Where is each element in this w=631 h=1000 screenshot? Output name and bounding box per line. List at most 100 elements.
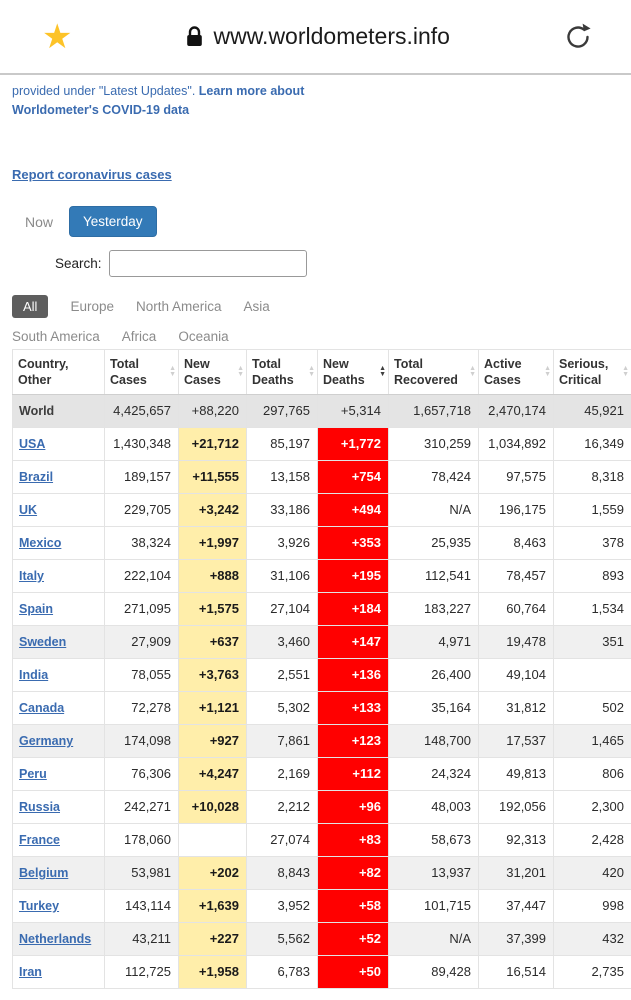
country-link[interactable]: France: [19, 833, 60, 847]
serious-critical-cell: 1,465: [553, 724, 631, 758]
column-header-total-cases[interactable]: Total Cases ▲ ▼: [104, 349, 179, 395]
column-header-serious-critical[interactable]: Serious, Critical ▲ ▼: [553, 349, 631, 395]
active-cases-cell: 1,034,892: [478, 427, 554, 461]
total-recovered-cell: 13,937: [388, 856, 479, 890]
country-link[interactable]: Brazil: [19, 470, 54, 484]
column-header-active-cases[interactable]: Active Cases ▲ ▼: [478, 349, 554, 395]
region-tab-all[interactable]: All: [12, 295, 49, 318]
country-link[interactable]: Russia: [19, 800, 60, 814]
country-link[interactable]: Peru: [19, 767, 47, 781]
new-deaths-cell: +1,772: [317, 427, 389, 461]
country-link[interactable]: Mexico: [19, 536, 62, 550]
new-cases-cell: +202: [178, 856, 247, 890]
total-recovered-cell: 183,227: [388, 592, 479, 626]
total-recovered-cell: 101,715: [388, 889, 479, 923]
refresh-button[interactable]: [563, 22, 593, 52]
now-toggle[interactable]: Now: [25, 213, 54, 230]
new-cases-cell: +227: [178, 922, 247, 956]
serious-critical-cell: 45,921: [553, 394, 631, 428]
country-link[interactable]: Netherlands: [19, 932, 92, 946]
column-header-new-cases[interactable]: New Cases ▲ ▼: [178, 349, 247, 395]
table-row: Germany 174,098 +927 7,861 +123 148,700 17,537…: [12, 724, 631, 758]
new-deaths-cell: +133: [317, 691, 389, 725]
serious-critical-cell: 16,349: [553, 427, 631, 461]
table-body: World 4,425,657 +88,220 297,765 +5,314 1,657,…: [12, 394, 631, 989]
region-tab-south-america[interactable]: South America: [12, 329, 100, 344]
sort-icon[interactable]: ▲ ▼: [379, 365, 386, 378]
sort-icon[interactable]: ▲ ▼: [308, 365, 315, 378]
serious-critical-cell: 432: [553, 922, 631, 956]
serious-critical-cell: 420: [553, 856, 631, 890]
column-label-line2: Cases: [184, 373, 221, 387]
table-row: Russia 242,271 +10,028 2,212 +96 48,003 192,05…: [12, 790, 631, 824]
bookmark-star-icon[interactable]: ★: [42, 17, 73, 56]
table-row: Belgium 53,981 +202 8,843 +82 13,937 31,201 420: [12, 856, 631, 890]
total-recovered-cell: 58,673: [388, 823, 479, 857]
country-link[interactable]: Sweden: [19, 635, 67, 649]
country-link[interactable]: Turkey: [19, 899, 60, 913]
active-cases-cell: 37,399: [478, 922, 554, 956]
total-deaths-cell: 5,302: [246, 691, 318, 725]
new-deaths-cell: +58: [317, 889, 389, 923]
total-deaths-cell: 2,551: [246, 658, 318, 692]
active-cases-cell: 49,104: [478, 658, 554, 692]
total-cases-cell: 76,306: [104, 757, 179, 791]
new-cases-cell: +1,575: [178, 592, 247, 626]
country-link[interactable]: Germany: [19, 734, 74, 748]
active-cases-cell: 97,575: [478, 460, 554, 494]
total-recovered-cell: 78,424: [388, 460, 479, 494]
active-cases-cell: 16,514: [478, 955, 554, 989]
region-tab-north-america[interactable]: North America: [136, 299, 222, 314]
total-deaths-cell: 3,460: [246, 625, 318, 659]
country-link[interactable]: Iran: [19, 965, 42, 979]
country-link[interactable]: UK: [19, 503, 38, 517]
table-header-row: Country, Other Total Cases ▲ ▼ New Cases ▲ ▼ Total…: [12, 349, 631, 395]
sort-icon[interactable]: ▲ ▼: [237, 365, 244, 378]
total-recovered-cell: 35,164: [388, 691, 479, 725]
country-link[interactable]: Belgium: [19, 866, 69, 880]
url-bar[interactable]: www.worldometers.info: [72, 23, 563, 50]
yesterday-toggle[interactable]: Yesterday: [69, 206, 157, 237]
sort-icon[interactable]: ▲ ▼: [622, 365, 629, 378]
column-label-line1: Country,: [18, 357, 69, 371]
country-link[interactable]: USA: [19, 437, 46, 451]
region-tab-europe[interactable]: Europe: [70, 299, 114, 314]
report-cases-link[interactable]: Report coronavirus cases: [12, 167, 172, 182]
column-header-total-recovered[interactable]: Total Recovered ▲ ▼: [388, 349, 479, 395]
column-label-line1: Total: [110, 357, 139, 371]
total-deaths-cell: 2,169: [246, 757, 318, 791]
sort-icon[interactable]: ▲ ▼: [469, 365, 476, 378]
country-link[interactable]: Italy: [19, 569, 45, 583]
total-deaths-cell: 5,562: [246, 922, 318, 956]
column-label-line2: Deaths: [252, 373, 294, 387]
region-tab-oceania[interactable]: Oceania: [178, 329, 229, 344]
country-cell: Turkey: [12, 889, 105, 923]
search-input[interactable]: [108, 250, 307, 277]
column-header-country[interactable]: Country, Other: [12, 349, 105, 395]
region-tab-africa[interactable]: Africa: [121, 329, 157, 344]
table-row: Brazil 189,157 +11,555 13,158 +754 78,424 97,5…: [12, 460, 631, 494]
country-link[interactable]: India: [19, 668, 49, 682]
column-header-total-deaths[interactable]: Total Deaths ▲ ▼: [246, 349, 318, 395]
column-header-new-deaths[interactable]: New Deaths ▲ ▼: [317, 349, 389, 395]
total-recovered-cell: N/A: [388, 493, 479, 527]
new-deaths-cell: +147: [317, 625, 389, 659]
total-cases-cell: 53,981: [104, 856, 179, 890]
total-cases-cell: 242,271: [104, 790, 179, 824]
new-cases-cell: [178, 823, 247, 857]
sort-icon[interactable]: ▲ ▼: [544, 365, 551, 378]
table-row: UK 229,705 +3,242 33,186 +494 N/A 196,175 1,559: [12, 493, 631, 527]
learn-more-link[interactable]: Learn more about Worldometer's COVID-19 d…: [12, 84, 305, 117]
new-cases-cell: +21,712: [178, 427, 247, 461]
new-cases-cell: +11,555: [178, 460, 247, 494]
country-link[interactable]: Canada: [19, 701, 65, 715]
active-cases-cell: 78,457: [478, 559, 554, 593]
country-link[interactable]: Spain: [19, 602, 54, 616]
new-deaths-cell: +184: [317, 592, 389, 626]
country-cell: Netherlands: [12, 922, 105, 956]
total-deaths-cell: 33,186: [246, 493, 318, 527]
column-label-line2: Recovered: [394, 373, 458, 387]
region-tab-asia[interactable]: Asia: [243, 299, 270, 314]
new-deaths-cell: +136: [317, 658, 389, 692]
sort-icon[interactable]: ▲ ▼: [169, 365, 176, 378]
